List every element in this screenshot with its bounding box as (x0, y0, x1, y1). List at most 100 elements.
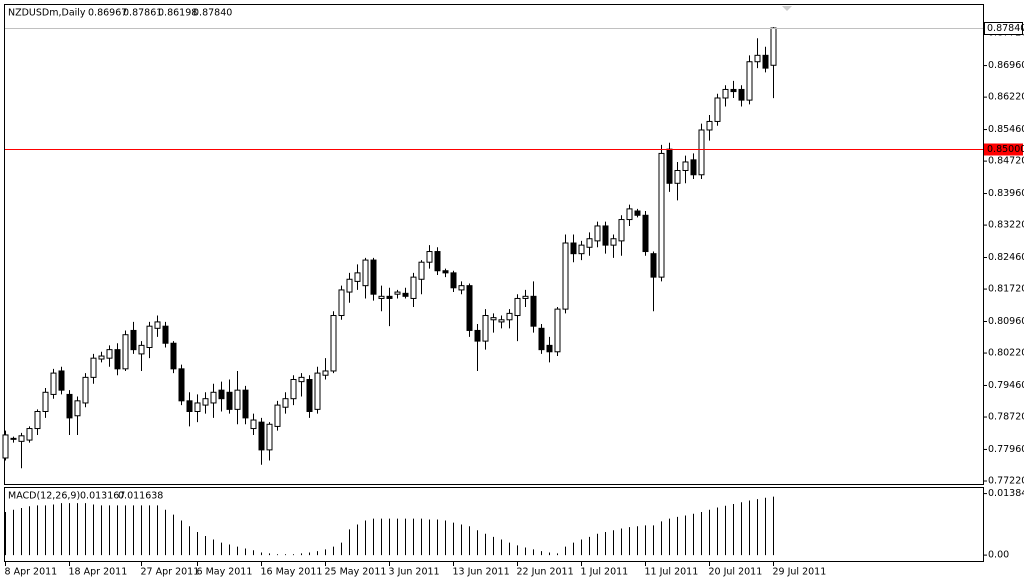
candle-body (138, 344, 145, 355)
candle-body (66, 393, 73, 419)
x-tick-label: 1 Jul 2011 (581, 567, 629, 578)
candle-body (474, 329, 481, 342)
candle-body (554, 308, 561, 353)
price-box (984, 22, 1023, 35)
candle-body (602, 225, 609, 246)
candle-body (434, 251, 441, 272)
candle-body (274, 404, 281, 427)
candle-body (234, 389, 241, 410)
open-readout: 0.86967 (88, 8, 127, 19)
y-tick-label: 0.86960 (988, 60, 1024, 71)
candle-body (26, 428, 33, 441)
candle-body (354, 272, 361, 282)
y-tick-label: 0.80960 (988, 316, 1024, 327)
y-tick-label: 0.81720 (988, 284, 1024, 295)
candle-body (658, 152, 665, 278)
candle-body (210, 391, 217, 404)
candle-body (226, 391, 233, 410)
candle-body (154, 321, 161, 329)
candle-body (578, 244, 585, 255)
candle-body (570, 242, 577, 255)
candle-body (242, 389, 249, 419)
candle-body (762, 54, 769, 69)
candle-body (282, 398, 289, 408)
candle-body (370, 259, 377, 295)
x-tick-label: 8 Apr 2011 (5, 567, 58, 578)
candle-body (306, 378, 313, 412)
candle-body (58, 370, 65, 391)
shift-marker (782, 6, 792, 11)
candle-body (426, 251, 433, 263)
candle-body (258, 421, 265, 451)
candle-body (50, 372, 57, 395)
candle-body (650, 253, 657, 278)
candle-body (322, 370, 329, 376)
candle-body (642, 214, 649, 253)
candle-body (482, 315, 489, 342)
signal-readout: 0.011638 (118, 491, 163, 502)
y-tick-label: 0.00 (988, 550, 1009, 561)
price-label: 0.87840 (987, 23, 1024, 34)
candle-body (194, 402, 201, 412)
candle-body (402, 292, 409, 297)
candle-body (90, 357, 97, 378)
candle-body (290, 378, 297, 400)
x-tick-label: 13 Jun 2011 (453, 567, 510, 578)
candle-body (74, 400, 81, 417)
y-tick-label: 0.86220 (988, 92, 1024, 103)
x-tick-label: 11 Jul 2011 (645, 567, 699, 578)
candle-body (378, 295, 385, 299)
candle-body (730, 88, 737, 93)
level-label: 0.85000 (987, 144, 1024, 155)
candle-body (82, 376, 89, 404)
x-tick-label: 29 Jul 2011 (773, 567, 827, 578)
y-tick-label: 0.77220 (988, 476, 1024, 487)
candle-body (162, 325, 169, 344)
y-tick-label: 0.84720 (988, 156, 1024, 167)
candle-body (250, 419, 257, 430)
candle-body (498, 319, 505, 323)
candle-body (186, 400, 193, 412)
candle-body (538, 327, 545, 351)
candle-body (346, 278, 353, 293)
low-readout: 0.86198 (158, 8, 197, 19)
y-tick-label: 0.77960 (988, 444, 1024, 455)
y-tick-label: 0.85460 (988, 124, 1024, 135)
candle-body (586, 238, 593, 248)
x-tick-label: 3 Jun 2011 (389, 567, 440, 578)
y-tick-label: 0.83220 (988, 220, 1024, 231)
candle-body (170, 342, 177, 370)
candle-body (418, 261, 425, 280)
candle-body (34, 410, 41, 430)
x-tick-label: 25 May 2011 (325, 567, 387, 578)
candle-body (530, 295, 537, 327)
candle-body (514, 297, 521, 317)
y-tick-label: 0.78720 (988, 412, 1024, 423)
y-tick-label: 0.82460 (988, 252, 1024, 263)
candle-body (458, 285, 465, 291)
candle-body (666, 148, 673, 184)
candle-body (594, 225, 601, 242)
candle-body (122, 334, 129, 370)
macd-readout: 0.013167 (80, 491, 125, 502)
candle-body (746, 61, 753, 101)
candle-body (394, 291, 401, 295)
x-tick-label: 27 Apr 2011 (141, 567, 200, 578)
level-box (984, 143, 1023, 156)
y-tick-label: 0.013844 (988, 488, 1024, 499)
candle-body (674, 169, 681, 184)
candle-body (450, 272, 457, 289)
candle-body (618, 219, 625, 242)
candle-body (266, 423, 273, 451)
macd-title: MACD(12,26,9) (8, 491, 80, 502)
candle-body (626, 208, 633, 221)
candle-body (218, 389, 225, 400)
y-tick-label: 0.79460 (988, 380, 1024, 391)
candle-body (714, 97, 721, 122)
macd-frame (4, 487, 984, 562)
candle-body (562, 242, 569, 310)
close-readout: 0.87840 (193, 8, 232, 19)
candle-body (330, 315, 337, 372)
candle-body (98, 355, 105, 360)
